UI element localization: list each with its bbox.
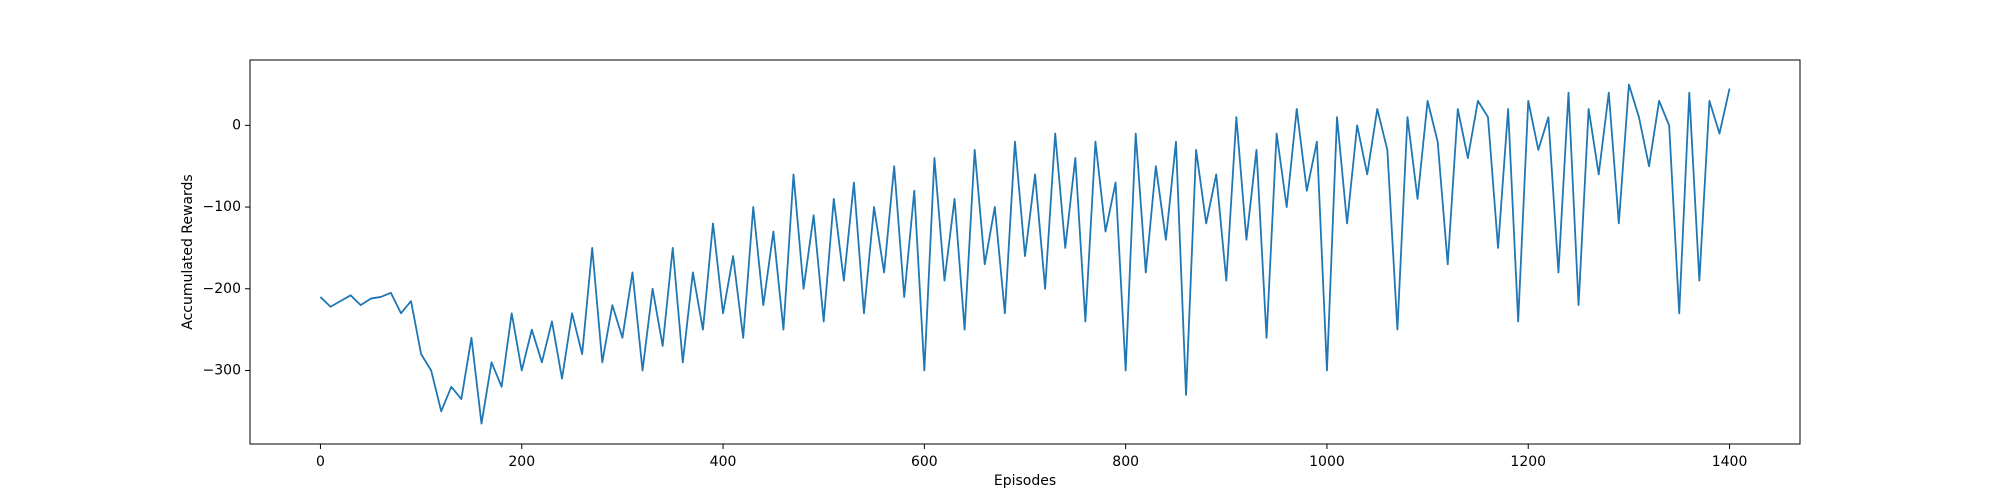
x-tick-label: 1000: [1309, 454, 1345, 470]
x-tick-label: 400: [710, 454, 737, 470]
x-tick-label: 1200: [1510, 454, 1546, 470]
x-tick-label: 800: [1112, 454, 1139, 470]
x-tick-label: 1400: [1712, 454, 1748, 470]
x-tick-label: 0: [316, 454, 325, 470]
x-tick-label: 200: [508, 454, 535, 470]
x-tick-label: 600: [911, 454, 938, 470]
y-tick-label: −300: [203, 362, 241, 378]
y-tick-label: −100: [203, 199, 241, 215]
plot-frame: [249, 59, 1801, 445]
y-tick-label: −200: [203, 281, 241, 297]
y-tick-label: 0: [232, 117, 241, 133]
x-axis-label: Episodes: [994, 473, 1056, 489]
y-axis-label: Accumulated Rewards: [180, 174, 196, 329]
data-line: [319, 83, 1731, 425]
